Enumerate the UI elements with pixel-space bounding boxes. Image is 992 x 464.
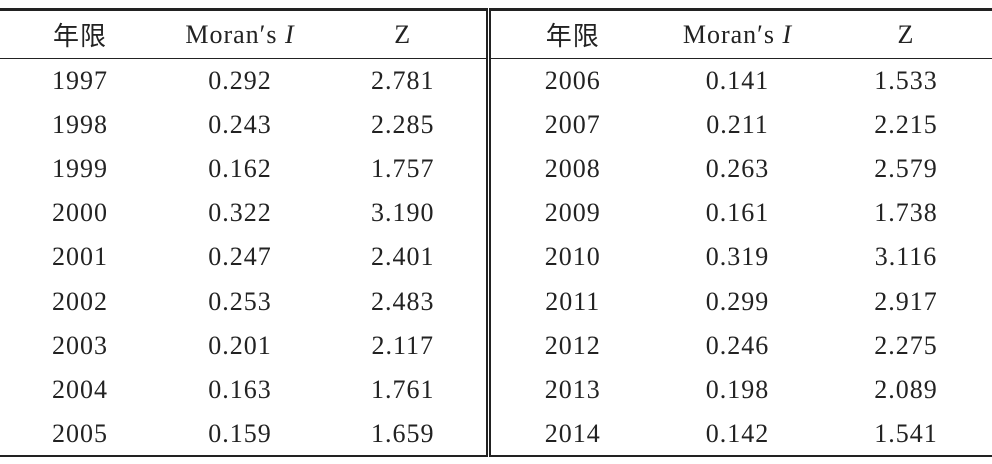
table-cell: 2.917 [874, 286, 938, 316]
table-row: 2000 0.322 3.190 2009 0.161 1.738 [0, 191, 992, 236]
table-row: 2001 0.247 2.401 2010 0.319 3.116 [0, 235, 992, 280]
table-cell: 0.253 [208, 286, 272, 316]
table-cell: 2012 [544, 330, 601, 360]
table-body: 1997 0.292 2.781 2006 0.141 1.533 1998 0.243 2.2… [0, 58, 992, 457]
header-symbol: I [782, 19, 793, 49]
table-cell: 2.089 [874, 374, 938, 404]
table-cell: 2005 [52, 418, 108, 448]
table-cell: 0.163 [208, 374, 272, 404]
table-cell: 0.247 [208, 242, 272, 272]
table-cell: 2014 [544, 418, 601, 448]
header-cell: Moran′s I [160, 10, 320, 59]
table-cell: 0.198 [705, 374, 770, 404]
table-cell: 2.215 [874, 109, 938, 139]
table-cell: 3.116 [874, 242, 938, 272]
table-cell: 2010 [544, 242, 601, 272]
table-cell: 1.757 [320, 146, 491, 192]
table-cell: 2.117 [320, 323, 491, 368]
header-text: Moran′s [682, 19, 775, 49]
table-cell: 2003 [52, 330, 108, 360]
table-cell: 1.738 [874, 198, 938, 228]
table-cell: 2.483 [320, 279, 491, 324]
table-cell: 1997 [52, 65, 108, 95]
table-cell: 2.579 [874, 153, 938, 183]
table-cell: 1998 [52, 109, 108, 139]
table-cell: 2.285 [320, 102, 491, 147]
table-cell: 2013 [544, 374, 601, 404]
table-cell: 2001 [52, 242, 108, 272]
table-row: 1997 0.292 2.781 2006 0.141 1.533 [0, 58, 992, 103]
header-cell: Z [897, 19, 915, 49]
table-cell: 1.533 [874, 65, 938, 95]
table-cell: 2008 [544, 153, 601, 183]
table-row: 2004 0.163 1.761 2013 0.198 2.089 [0, 367, 992, 412]
header-text: Moran′s [185, 19, 278, 49]
table-cell: 0.159 [208, 418, 272, 448]
table-cell: 0.292 [208, 65, 272, 95]
table-cell: 2009 [544, 198, 601, 228]
table-cell: 1.541 [874, 418, 938, 448]
header-cell: Z [320, 9, 491, 59]
table-cell: 0.211 [706, 109, 769, 139]
table-cell: 1999 [52, 153, 108, 183]
header-cell: 年限 [52, 22, 107, 51]
table-cell: 3.190 [320, 191, 491, 236]
table-cell: 0.201 [208, 330, 272, 360]
table-cell: 2.275 [874, 330, 938, 360]
table-cell: 2.401 [320, 235, 491, 280]
table-row: 1998 0.243 2.285 2007 0.211 2.215 [0, 102, 992, 147]
header-cell: 年限 [545, 22, 600, 51]
table-cell: 2007 [544, 109, 601, 139]
table-cell: 2004 [52, 374, 108, 404]
table-cell: 2002 [52, 286, 108, 316]
table-cell: 0.161 [705, 198, 770, 228]
table-cell: 2.781 [320, 58, 491, 103]
table-cell: 0.322 [208, 198, 272, 228]
table-cell: 2011 [545, 286, 601, 316]
table-cell: 1.659 [320, 412, 491, 457]
table-cell: 0.142 [705, 418, 770, 448]
table-row: 2005 0.159 1.659 2014 0.142 1.541 [0, 412, 992, 457]
table-cell: 0.319 [705, 242, 770, 272]
table-cell: 0.162 [208, 153, 272, 183]
table-cell: 1.761 [320, 367, 491, 412]
table-cell: 0.141 [705, 65, 770, 95]
table-cell: 0.263 [705, 153, 770, 183]
header-cell: Moran′s I [655, 10, 820, 59]
table-cell: 2000 [52, 198, 108, 228]
header-symbol: I [284, 19, 295, 49]
table-cell: 2006 [544, 65, 601, 95]
table-cell: 0.299 [705, 286, 770, 316]
table-row: 2003 0.201 2.117 2012 0.246 2.275 [0, 323, 992, 368]
table-row: 2002 0.253 2.483 2011 0.299 2.917 [0, 279, 992, 324]
table-row: 1999 0.162 1.757 2008 0.263 2.579 [0, 146, 992, 192]
table-cell: 0.246 [705, 330, 770, 360]
table-cell: 0.243 [208, 109, 272, 139]
